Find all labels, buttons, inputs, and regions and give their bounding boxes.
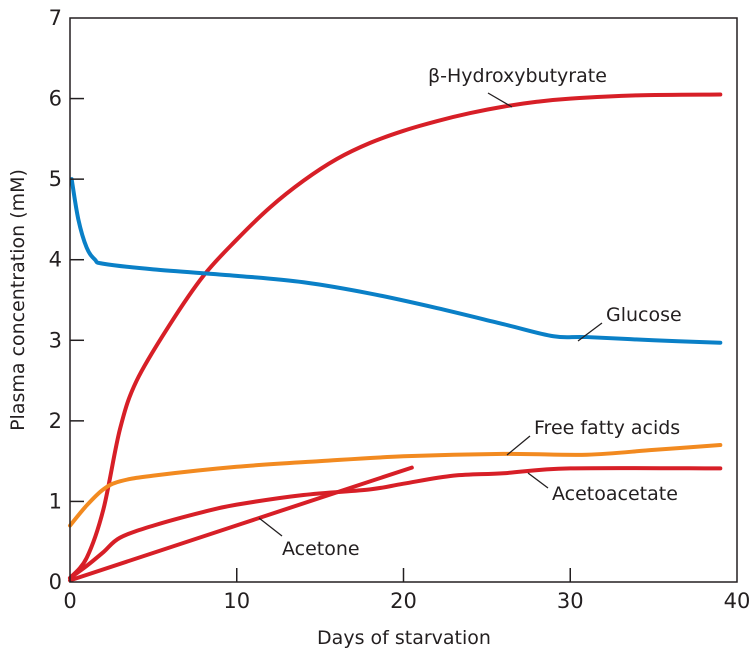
x-tick-label: 10 — [223, 589, 250, 613]
series-line-acetone — [68, 465, 414, 583]
label-acetoacetate: Acetoacetate — [552, 483, 678, 505]
y-axis-label: Plasma concentration (mM) — [7, 169, 29, 431]
y-tick-label: 0 — [49, 570, 62, 594]
y-tick-label: 6 — [49, 87, 62, 111]
series-line-free-fatty-acids — [68, 443, 723, 528]
series-layer — [68, 92, 723, 583]
leader-glucose — [577, 322, 603, 342]
series-line-hydroxybutyrate — [68, 92, 723, 580]
x-tick-label: 30 — [557, 589, 584, 613]
leader-acetoacetate — [527, 472, 549, 489]
y-tick-label: 1 — [49, 489, 62, 513]
series-line-glucose — [69, 177, 723, 345]
x-axis-label: Days of starvation — [317, 627, 491, 649]
label-acetone: Acetone — [282, 538, 360, 560]
x-tick-label: 40 — [724, 589, 751, 613]
label-glucose: Glucose — [606, 304, 682, 326]
y-tick-label: 4 — [49, 248, 62, 272]
leader-acetone — [258, 517, 283, 537]
series-line-acetoacetate — [68, 466, 723, 580]
y-tick-label: 5 — [49, 167, 62, 191]
x-tick-label: 0 — [63, 589, 76, 613]
y-tick-label: 3 — [49, 328, 62, 352]
y-tick-label: 2 — [49, 409, 62, 433]
label-free-fatty-acids: Free fatty acids — [534, 417, 680, 439]
ticks: 0 10 20 30 40 0 1 2 3 4 5 6 7 — [49, 6, 751, 613]
label-beta-hydroxybutyrate: β-Hydroxybutyrate — [428, 65, 607, 87]
leader-beta-hydroxybutyrate — [487, 92, 513, 108]
y-tick-label: 7 — [49, 6, 62, 30]
x-tick-label: 20 — [390, 589, 417, 613]
leader-free-fatty-acids — [506, 435, 531, 456]
